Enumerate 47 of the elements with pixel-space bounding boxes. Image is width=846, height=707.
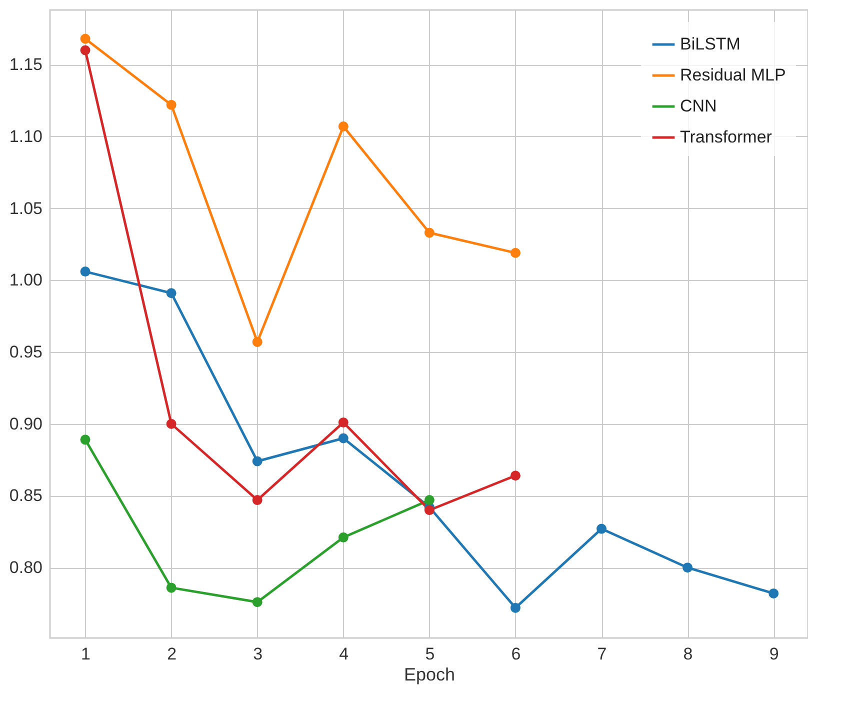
legend-label: BiLSTM (680, 34, 740, 54)
point (252, 456, 262, 466)
point (338, 433, 348, 444)
point (424, 228, 434, 238)
point (252, 336, 262, 347)
point (768, 588, 779, 598)
legend-label: Residual MLP (680, 66, 786, 84)
point (166, 100, 176, 110)
x-tick-label: 6 (511, 644, 521, 664)
point (424, 505, 434, 516)
point (424, 495, 434, 506)
point (682, 562, 693, 573)
point (510, 470, 520, 481)
point (166, 582, 176, 593)
point (166, 418, 176, 429)
point (338, 532, 348, 542)
x-tick-label: 9 (769, 644, 779, 664)
point (80, 266, 90, 277)
point (80, 45, 90, 56)
legend-label: Transformer (680, 128, 772, 146)
y-tick-label: 0.80 (9, 558, 42, 578)
x-tick-label: 2 (167, 644, 177, 664)
point (166, 288, 176, 298)
x-tick-label: 3 (253, 644, 263, 664)
y-tick-label: 0.85 (9, 486, 42, 506)
point (252, 495, 262, 506)
x-tick-label: 8 (683, 644, 693, 664)
point (80, 34, 90, 44)
y-tick-label: 1.15 (9, 55, 42, 74)
y-tick-label: 0.90 (9, 414, 42, 434)
x-tick-label: 7 (597, 644, 607, 664)
y-tick-label: 0.95 (9, 342, 42, 362)
x-axis-title: Epoch (404, 664, 456, 684)
point (510, 602, 520, 613)
legend-label: CNN (680, 96, 717, 116)
x-tick-label: 1 (81, 644, 91, 664)
point (252, 597, 262, 608)
point (338, 417, 348, 428)
x-tick-label: 5 (425, 644, 435, 664)
y-tick-label: 1.10 (9, 126, 42, 146)
x-tick-label: 4 (339, 644, 349, 664)
point (596, 524, 607, 534)
y-tick-label: 1.05 (9, 198, 42, 218)
point (80, 434, 90, 445)
point (338, 121, 348, 132)
point (510, 248, 520, 258)
y-tick-label: 1.00 (9, 270, 42, 290)
